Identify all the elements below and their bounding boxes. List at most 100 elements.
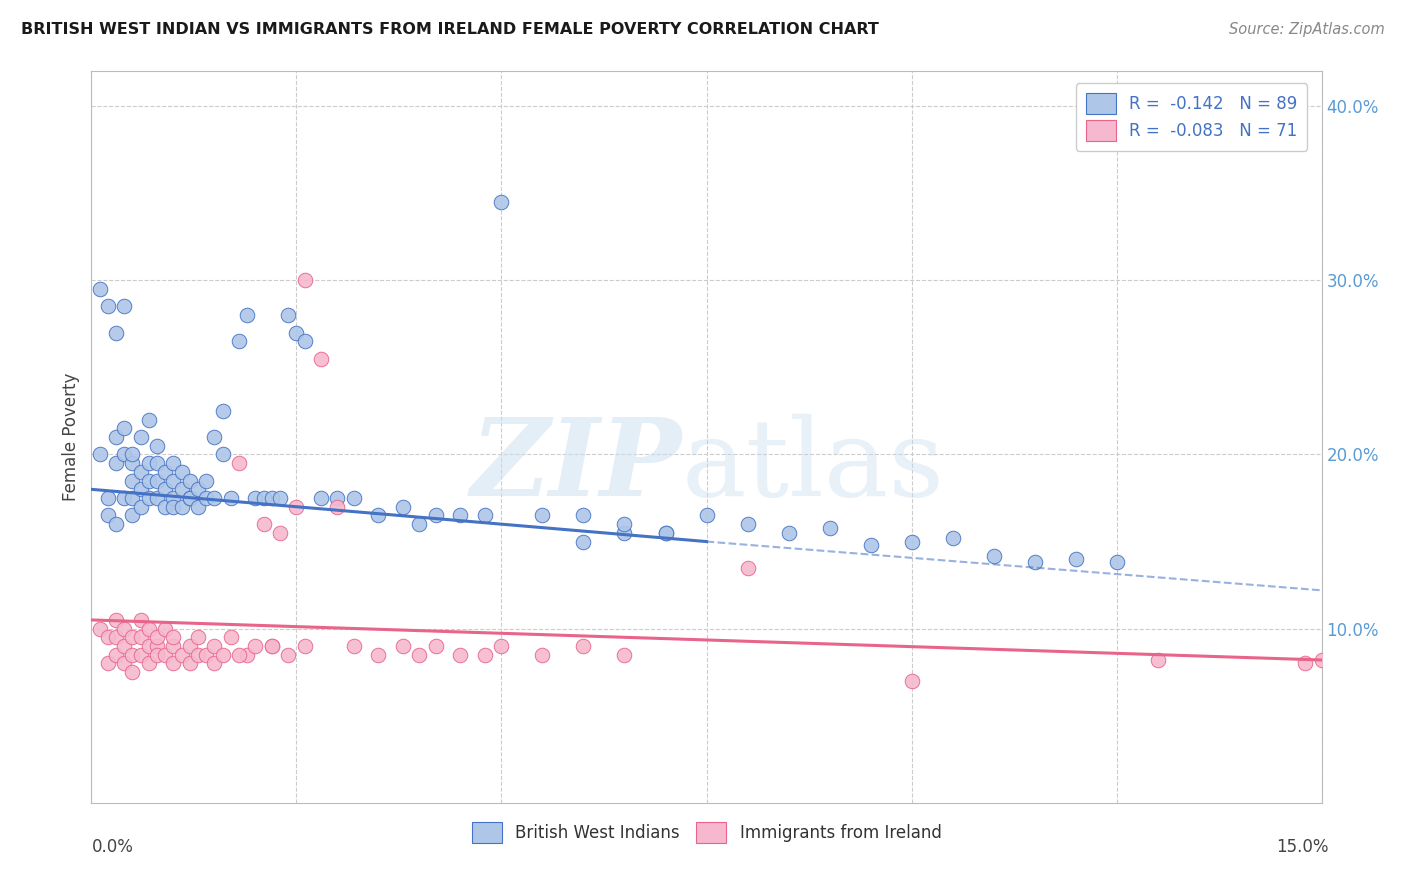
Point xyxy=(343,491,366,505)
Point xyxy=(112,448,135,462)
Point xyxy=(531,648,554,662)
Point xyxy=(170,483,193,497)
Point xyxy=(129,500,152,514)
Point xyxy=(219,491,242,505)
Point xyxy=(211,404,233,418)
Point xyxy=(245,639,267,653)
Point xyxy=(112,657,135,671)
Point xyxy=(1310,653,1333,667)
Text: BRITISH WEST INDIAN VS IMMIGRANTS FROM IRELAND FEMALE POVERTY CORRELATION CHART: BRITISH WEST INDIAN VS IMMIGRANTS FROM I… xyxy=(21,22,879,37)
Point xyxy=(942,531,965,545)
Point xyxy=(491,194,513,209)
Point xyxy=(425,508,447,523)
Point xyxy=(195,474,218,488)
Point xyxy=(309,491,332,505)
Point xyxy=(121,508,143,523)
Point xyxy=(392,500,415,514)
Point xyxy=(112,622,135,636)
Point xyxy=(146,456,169,470)
Point xyxy=(179,639,201,653)
Point xyxy=(737,560,759,574)
Point xyxy=(449,648,471,662)
Point xyxy=(285,500,308,514)
Point xyxy=(572,534,595,549)
Point xyxy=(162,491,184,505)
Point xyxy=(153,465,177,479)
Point xyxy=(105,326,127,340)
Point xyxy=(138,639,160,653)
Point xyxy=(97,508,120,523)
Point xyxy=(253,491,276,505)
Point xyxy=(179,491,201,505)
Point xyxy=(105,430,127,444)
Point xyxy=(260,639,283,653)
Point xyxy=(654,525,676,540)
Point xyxy=(121,631,143,645)
Point xyxy=(236,648,259,662)
Point xyxy=(572,508,595,523)
Point xyxy=(105,613,127,627)
Point xyxy=(89,448,111,462)
Point xyxy=(236,308,259,322)
Point xyxy=(129,631,152,645)
Point xyxy=(202,430,225,444)
Point xyxy=(112,421,135,435)
Point xyxy=(121,491,143,505)
Point xyxy=(153,622,177,636)
Point xyxy=(260,491,283,505)
Point xyxy=(187,483,209,497)
Point xyxy=(105,631,127,645)
Point xyxy=(211,648,233,662)
Point xyxy=(121,648,143,662)
Y-axis label: Female Poverty: Female Poverty xyxy=(62,373,80,501)
Point xyxy=(202,657,225,671)
Point xyxy=(146,648,169,662)
Point xyxy=(162,456,184,470)
Point xyxy=(153,500,177,514)
Point xyxy=(613,517,636,532)
Point xyxy=(162,631,184,645)
Point xyxy=(146,631,169,645)
Point xyxy=(121,456,143,470)
Point xyxy=(105,456,127,470)
Point xyxy=(294,334,316,349)
Point xyxy=(228,648,250,662)
Point xyxy=(900,534,922,549)
Point xyxy=(392,639,415,653)
Point xyxy=(195,491,218,505)
Point xyxy=(105,648,127,662)
Point xyxy=(129,465,152,479)
Point xyxy=(269,525,291,540)
Text: atlas: atlas xyxy=(682,414,945,519)
Point xyxy=(146,639,169,653)
Text: ZIP: ZIP xyxy=(471,413,682,519)
Point xyxy=(138,456,160,470)
Point xyxy=(202,639,225,653)
Text: 0.0%: 0.0% xyxy=(91,838,134,856)
Point xyxy=(228,334,250,349)
Point xyxy=(572,639,595,653)
Point xyxy=(187,631,209,645)
Point xyxy=(859,538,882,552)
Point xyxy=(245,491,267,505)
Point xyxy=(170,465,193,479)
Point xyxy=(695,508,717,523)
Point xyxy=(89,282,111,296)
Point xyxy=(187,648,209,662)
Point xyxy=(170,500,193,514)
Point xyxy=(146,474,169,488)
Point xyxy=(138,657,160,671)
Text: 15.0%: 15.0% xyxy=(1277,838,1329,856)
Point xyxy=(97,631,120,645)
Point xyxy=(138,474,160,488)
Point xyxy=(202,491,225,505)
Point xyxy=(211,448,233,462)
Point xyxy=(162,474,184,488)
Point xyxy=(112,639,135,653)
Point xyxy=(425,639,447,653)
Legend: British West Indians, Immigrants from Ireland: British West Indians, Immigrants from Ir… xyxy=(465,815,948,849)
Point xyxy=(228,456,250,470)
Point xyxy=(1024,556,1046,570)
Point xyxy=(367,648,389,662)
Point xyxy=(146,491,169,505)
